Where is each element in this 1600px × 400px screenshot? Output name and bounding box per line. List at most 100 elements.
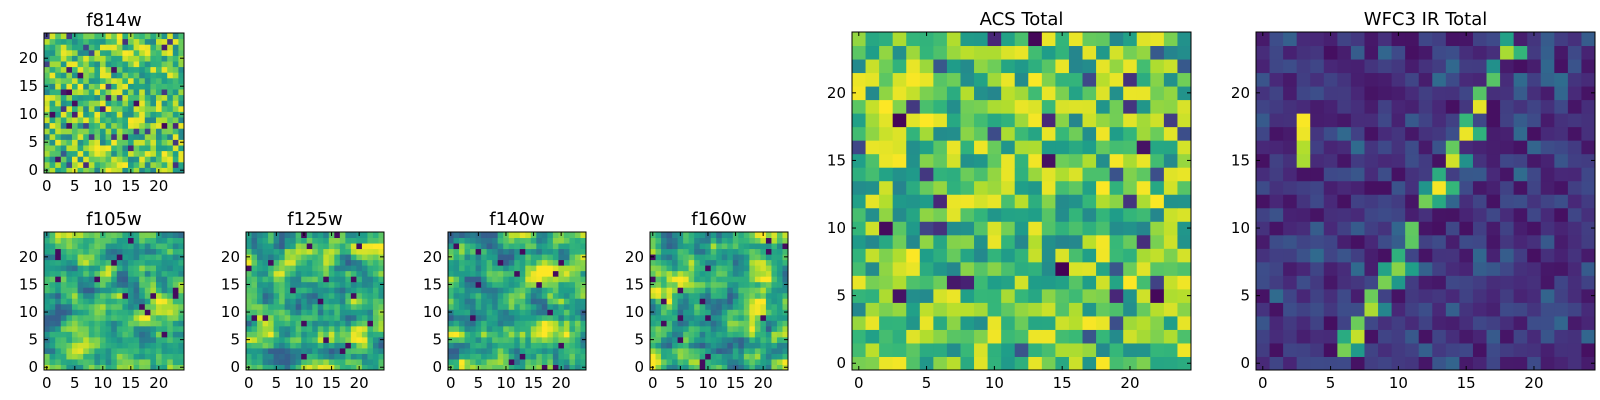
heatmap-cell — [105, 314, 112, 321]
heatmap-cell — [128, 122, 135, 129]
heatmap-cell — [1041, 45, 1056, 60]
heatmap-cell — [77, 237, 84, 244]
heatmap-cell — [519, 259, 526, 266]
heatmap-cell — [339, 325, 346, 332]
heatmap-cell — [650, 314, 657, 321]
heatmap-cell — [879, 288, 894, 303]
heatmap-cell — [1150, 302, 1165, 317]
heatmap-cell — [865, 126, 880, 141]
heatmap-cell — [273, 287, 280, 294]
heatmap-cell — [301, 320, 308, 327]
heatmap-cell — [144, 38, 151, 45]
heatmap-cell — [178, 358, 185, 365]
heatmap-cell — [1323, 288, 1338, 303]
heatmap-cell — [1405, 329, 1420, 344]
heatmap-cell — [60, 287, 67, 294]
heatmap-cell — [317, 254, 324, 261]
heatmap-cell — [1082, 113, 1097, 128]
heatmap-cell — [295, 342, 302, 349]
heatmap-cell — [475, 248, 482, 255]
heatmap-cell — [464, 276, 471, 283]
heatmap-cell — [683, 259, 690, 266]
heatmap-cell — [1123, 180, 1138, 195]
heatmap-cell — [464, 309, 471, 316]
heatmap-cell — [301, 314, 308, 321]
heatmap-cell — [345, 292, 352, 299]
heatmap-cell — [1123, 342, 1138, 357]
heatmap-cell — [372, 342, 379, 349]
heatmap-cell — [754, 276, 761, 283]
heatmap-cell — [139, 72, 146, 79]
heatmap-cell — [273, 248, 280, 255]
heatmap-cell — [666, 314, 673, 321]
heatmap-cell — [776, 331, 783, 338]
heatmap-cell — [503, 347, 510, 354]
heatmap-cell — [661, 358, 668, 365]
heatmap-cell — [563, 265, 570, 272]
heatmap-cell — [49, 167, 56, 174]
heatmap-cell — [49, 66, 56, 73]
heatmap-cell — [1283, 261, 1298, 276]
heatmap-cell — [519, 276, 526, 283]
heatmap-cell — [60, 270, 67, 277]
heatmap-cell — [475, 254, 482, 261]
heatmap-cell — [508, 358, 515, 365]
heatmap-cell — [655, 342, 662, 349]
heatmap-cell — [1055, 261, 1070, 276]
heatmap-cell — [933, 261, 948, 276]
heatmap-cell — [699, 303, 706, 310]
heatmap-cell — [497, 276, 504, 283]
heatmap-cell — [378, 342, 385, 349]
heatmap-cell — [105, 248, 112, 255]
heatmap-cell — [105, 265, 112, 272]
heatmap-cell — [453, 325, 460, 332]
heatmap-cell — [49, 342, 56, 349]
heatmap-cell — [156, 254, 163, 261]
heatmap-cell — [743, 358, 750, 365]
heatmap-cell — [765, 232, 772, 239]
heatmap-cell — [919, 342, 934, 357]
heatmap-cell — [44, 122, 51, 129]
heatmap-cell — [1001, 72, 1016, 87]
heatmap-cell — [732, 353, 739, 360]
heatmap-cell — [974, 356, 989, 371]
heatmap-cell — [960, 153, 975, 168]
heatmap-cell — [1405, 356, 1420, 371]
heatmap-cell — [694, 232, 701, 239]
heatmap-cell — [492, 265, 499, 272]
heatmap-cell — [771, 336, 778, 343]
heatmap-cell — [122, 133, 129, 140]
heatmap-cell — [178, 347, 185, 354]
heatmap-cell — [77, 358, 84, 365]
heatmap-cell — [459, 232, 466, 239]
heatmap-cell — [284, 358, 291, 365]
heatmap-cell — [470, 347, 477, 354]
heatmap-cell — [650, 276, 657, 283]
heatmap-cell — [1459, 72, 1474, 87]
heatmap-cell — [1540, 32, 1555, 47]
heatmap-cell — [453, 358, 460, 365]
heatmap-cell — [339, 265, 346, 272]
heatmap-cell — [178, 105, 185, 112]
heatmap-cell — [139, 292, 146, 299]
heatmap-cell — [150, 139, 157, 146]
heatmap-cell — [771, 265, 778, 272]
heatmap-cell — [161, 287, 168, 294]
heatmap-cell — [503, 353, 510, 360]
heatmap-cell — [55, 161, 62, 168]
heatmap-cell — [167, 111, 174, 118]
heatmap-cell — [503, 237, 510, 244]
heatmap-cell — [1109, 113, 1124, 128]
heatmap-cell — [361, 237, 368, 244]
heatmap-cell — [738, 347, 745, 354]
heatmap-cell — [694, 320, 701, 327]
heatmap-cell — [66, 347, 73, 354]
heatmap-cell — [105, 133, 112, 140]
heatmap-cell — [83, 292, 90, 299]
heatmap-cell — [683, 314, 690, 321]
heatmap-cell — [1041, 32, 1056, 47]
heatmap-cell — [1136, 180, 1151, 195]
heatmap-cell — [1513, 261, 1528, 276]
heatmap-cell — [919, 99, 934, 114]
heatmap-cell — [716, 347, 723, 354]
